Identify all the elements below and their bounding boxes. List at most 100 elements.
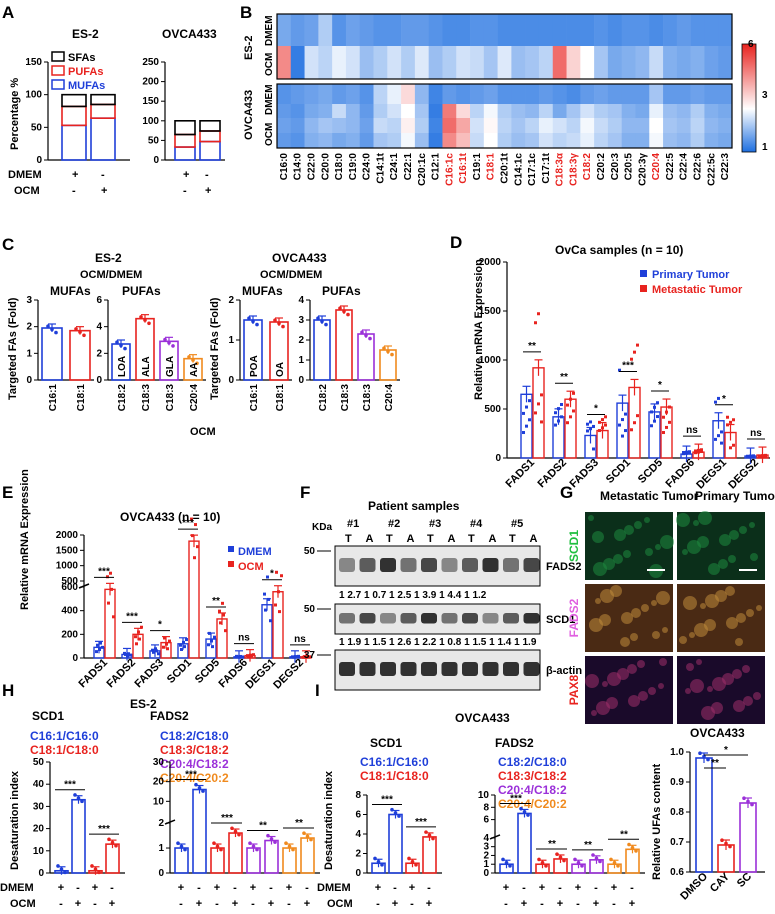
heatmap-cell	[277, 84, 292, 104]
desat-point	[526, 813, 530, 817]
heatmap-cell	[483, 14, 498, 46]
dmem-sign: +	[611, 882, 617, 894]
d-point	[618, 368, 621, 372]
a-bar-sfas	[61, 93, 87, 108]
a-ytick-label: 150	[25, 57, 42, 68]
heatmap-cell	[332, 118, 347, 133]
y-tick-label: 0	[38, 868, 44, 879]
c-xlabel: C16:1	[249, 384, 260, 412]
ocm-sign: -	[540, 898, 544, 909]
desat-point	[414, 863, 418, 867]
a-bar-mufas	[90, 117, 116, 161]
f-band	[421, 558, 437, 572]
c-xlabel: C18:3	[340, 384, 351, 412]
c-ocm-label: OCM	[190, 426, 216, 438]
a-sign: +	[72, 169, 78, 181]
g-texture	[704, 619, 716, 631]
dmem-sign: +	[250, 882, 256, 894]
g-texture	[682, 549, 688, 555]
e-bar	[104, 588, 116, 659]
heatmap-cell	[663, 118, 678, 133]
e-significance: ns	[294, 634, 306, 645]
heatmap-cell	[525, 133, 540, 148]
d-point	[764, 453, 767, 457]
a-ytick-label: 250	[142, 57, 159, 68]
d-point	[630, 357, 633, 361]
g-texture	[697, 536, 709, 548]
heatmap-cell	[387, 133, 402, 148]
heatmap-cell	[497, 46, 512, 79]
heatmap-cell	[594, 118, 609, 133]
heatmap-col-label: C20:3γ	[637, 153, 648, 186]
heatmap-cell	[718, 46, 733, 79]
e-point	[306, 654, 309, 658]
heatmap-col-label: C16:0	[279, 153, 290, 181]
desat-point	[427, 833, 432, 838]
heatmap-cell	[552, 133, 567, 148]
e-point	[154, 647, 157, 651]
heatmap-cell	[676, 118, 691, 133]
c-xlabel: C18:3	[141, 384, 152, 412]
heatmap-cell	[676, 46, 691, 79]
e-point	[219, 621, 222, 625]
d-point	[554, 411, 557, 415]
y-tick-label: 0	[26, 375, 32, 386]
desat-point	[630, 845, 635, 850]
e-point	[277, 590, 280, 594]
d-xlabel: FADS3	[568, 457, 602, 491]
f-band	[359, 613, 376, 624]
desat-point	[284, 841, 288, 846]
desat-point	[107, 837, 111, 842]
e-point	[207, 643, 210, 647]
heatmap-cell	[483, 104, 498, 118]
c-ylabel-2: Targeted FAs (Fold)	[209, 297, 221, 400]
e-xlabel: FADS2	[105, 657, 139, 691]
desat-point	[616, 864, 620, 868]
e-point	[137, 630, 140, 634]
e-point	[193, 556, 196, 560]
g-texture	[729, 530, 739, 540]
i-ylabel: Desaturation index	[323, 770, 335, 870]
f-band	[359, 662, 376, 676]
heatmap-column-labels: C16:0 C14:0 C22:0 C20:0 C18:0 C19:0 C24:0 C14:1…	[279, 152, 731, 186]
c-inner-label: GLA	[165, 356, 176, 377]
heatmap-cell	[511, 118, 526, 133]
panel-letter-g: G	[560, 483, 573, 502]
heatmap-col-label: C20:2	[596, 153, 607, 181]
significance: **	[711, 758, 719, 769]
c-xlabel: C18:2	[117, 384, 128, 412]
f-band	[523, 558, 540, 572]
g-texture	[683, 596, 697, 610]
heatmap-cell	[497, 84, 512, 104]
e-significance: ***	[126, 611, 138, 622]
heatmap-cell	[690, 104, 705, 118]
heatmap-cell	[580, 133, 595, 148]
d-ylabel: Relative mRNA Expression	[473, 259, 485, 400]
e-point	[162, 645, 165, 649]
heatmap-cell	[401, 14, 416, 46]
d-point	[572, 391, 575, 395]
y-tick-label: 10	[33, 846, 45, 857]
panel-c: ES-2 OCM/DMEM OVCA433 OCM/DMEM Targeted …	[7, 251, 400, 438]
desat-point	[183, 847, 187, 852]
c-point	[74, 327, 78, 331]
d-point	[656, 401, 659, 405]
panel-b: ES-2 OVCA433 DMEM OCM DMEM OCM C16:0 C14:…	[243, 13, 768, 186]
g-texture	[628, 695, 640, 707]
d-point	[694, 449, 697, 453]
heatmap-cell	[304, 133, 319, 148]
desat-point	[376, 859, 381, 864]
d-point	[560, 402, 563, 406]
heatmap-cell	[277, 104, 292, 118]
y-tick-label: 0	[483, 868, 489, 879]
panel-j: OVCA433 Relative UFAs content 0.6 0.7 0.8 0…	[651, 726, 765, 902]
e-point	[180, 647, 183, 651]
dmem-sign: -	[427, 882, 431, 894]
heatmap-cell	[304, 46, 319, 79]
heatmap-cell	[552, 46, 567, 79]
b-cond: OCM	[264, 53, 275, 76]
g-texture	[719, 534, 731, 546]
c-title-es2: ES-2	[95, 251, 122, 265]
a-sign: +	[101, 185, 107, 197]
e-point	[196, 545, 199, 549]
